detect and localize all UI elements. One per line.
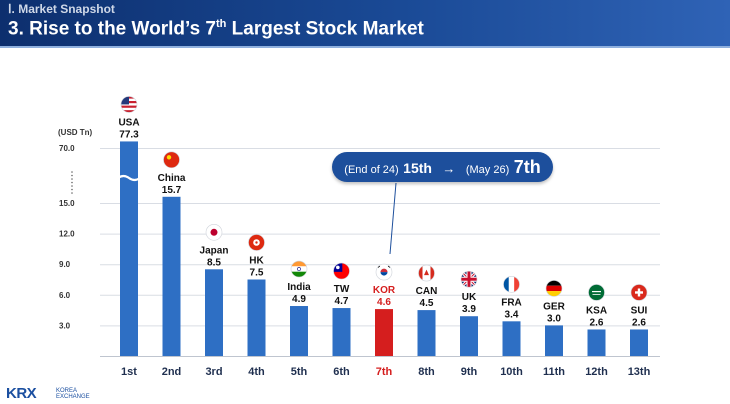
taiwan-flag-icon — [333, 262, 350, 280]
rank-label: 13th — [628, 366, 651, 378]
y-tick-label: 9.0 — [59, 260, 71, 269]
bar-value-label: 4.7 — [335, 296, 349, 307]
bar-value-label: 3.4 — [505, 309, 519, 320]
rank-label: 8th — [418, 366, 435, 378]
rank-label: 11th — [543, 366, 565, 378]
country-label: China — [158, 173, 186, 184]
rank-label: 6th — [333, 366, 350, 378]
country-label: India — [287, 282, 311, 293]
y-tick-label: 3.0 — [59, 321, 71, 330]
bar-japan — [205, 269, 223, 356]
rank-label: 5th — [291, 366, 308, 378]
title-main: 3. Rise to the World’s 7 — [8, 18, 216, 40]
bar-fra — [502, 321, 521, 356]
country-label: Japan — [200, 245, 229, 256]
callout-from-rank: 15th — [403, 160, 432, 176]
bar-value-label: 2.6 — [632, 317, 646, 328]
bar-usa — [120, 141, 138, 356]
logo-mark: KRX — [6, 385, 37, 402]
bar-tw — [332, 308, 351, 356]
bar-value-label: 7.5 — [250, 268, 264, 279]
page-title: 3. Rise to the World’s 7th Largest Stock… — [8, 18, 424, 40]
bar-ger — [545, 325, 563, 356]
bar-sui — [630, 329, 648, 356]
swiss-flag-icon — [630, 284, 648, 301]
y-axis-unit-label: (USD Tn) — [58, 128, 93, 137]
bar-value-label: 2.6 — [590, 317, 604, 328]
y-tick-label: 6.0 — [59, 291, 71, 300]
france-flag-icon — [503, 276, 520, 293]
y-tick-label: 70.0 — [59, 144, 75, 153]
bar-value-label: 4.5 — [420, 298, 434, 309]
callout-pointer — [389, 182, 397, 255]
korea-flag-icon — [375, 263, 393, 281]
callout-to-label: (May 26) — [465, 164, 510, 176]
title-banner: Ⅰ. Market Snapshot 3. Rise to the World’… — [0, 0, 730, 46]
bar-uk — [460, 316, 478, 356]
bar-value-label: 3.0 — [547, 313, 561, 324]
axis-break-dot — [71, 192, 73, 194]
canada-flag-icon — [418, 264, 435, 282]
country-label: GER — [543, 301, 565, 312]
rank-label: 4th — [248, 366, 265, 378]
rank-label: 3rd — [205, 366, 222, 378]
callout-from-label: (End of 24) — [344, 164, 399, 176]
country-label: FRA — [501, 297, 522, 308]
rank-label: 7th — [376, 366, 393, 378]
rank-callout: (End of 24) 15th → (May 26) 7th — [332, 152, 553, 182]
saudi-flag-icon — [588, 284, 605, 301]
bar-break-mark — [117, 174, 141, 182]
country-label: USA — [118, 117, 139, 128]
india-flag-icon — [290, 260, 308, 278]
header-divider — [0, 46, 730, 48]
axis-break-dot — [71, 185, 73, 187]
title-superscript: th — [216, 18, 227, 30]
callout-arrow: → — [442, 161, 456, 176]
china-flag-icon — [163, 151, 180, 169]
section-label: Ⅰ. Market Snapshot — [8, 2, 115, 16]
bar-value-label: 4.6 — [377, 297, 391, 308]
bar-china — [162, 196, 181, 356]
bar-ksa — [587, 329, 606, 356]
bar-india — [290, 306, 308, 356]
y-tick-label: 15.0 — [59, 199, 75, 208]
logo-line2: EXCHANGE — [56, 394, 90, 400]
country-label: SUI — [631, 305, 648, 316]
country-label: KOR — [373, 285, 396, 296]
axis-break-dot — [71, 171, 73, 173]
rank-label: 10th — [500, 366, 523, 378]
logo-subtitle: KOREA EXCHANGE — [56, 388, 90, 400]
axis-break-dot — [71, 181, 73, 184]
japan-flag-icon — [205, 224, 223, 241]
country-label: HK — [249, 256, 264, 267]
axis-break-dot — [71, 178, 73, 180]
bar-hk — [247, 279, 266, 356]
bar-value-label: 4.9 — [292, 294, 306, 305]
country-label: UK — [462, 292, 477, 303]
y-tick-label: 12.0 — [59, 230, 75, 239]
bar-can — [417, 310, 436, 356]
uk-flag-icon — [460, 270, 478, 288]
axis-break-dot — [71, 174, 73, 177]
country-label: CAN — [416, 286, 438, 297]
country-label: TW — [334, 284, 350, 295]
germany-flag-icon — [545, 280, 563, 297]
rank-label: 12th — [585, 366, 608, 378]
rank-label: 9th — [461, 366, 478, 378]
callout-to-rank: 7th — [513, 157, 541, 177]
bar-value-label: 8.5 — [207, 257, 221, 268]
bar-kor — [375, 309, 393, 356]
bar-value-label: 3.9 — [462, 304, 476, 315]
usa-flag-icon — [120, 96, 138, 113]
rank-label: 2nd — [162, 366, 182, 378]
hk-flag-icon — [248, 234, 265, 251]
rank-label: 1st — [121, 366, 137, 378]
country-label: KSA — [586, 305, 607, 316]
title-rest: Largest Stock Market — [226, 18, 424, 40]
logo-line1: KOREA — [56, 388, 78, 394]
bar-value-label: 77.3 — [119, 129, 139, 140]
axis-break-dot — [71, 188, 73, 191]
bar-value-label: 15.7 — [162, 185, 182, 196]
